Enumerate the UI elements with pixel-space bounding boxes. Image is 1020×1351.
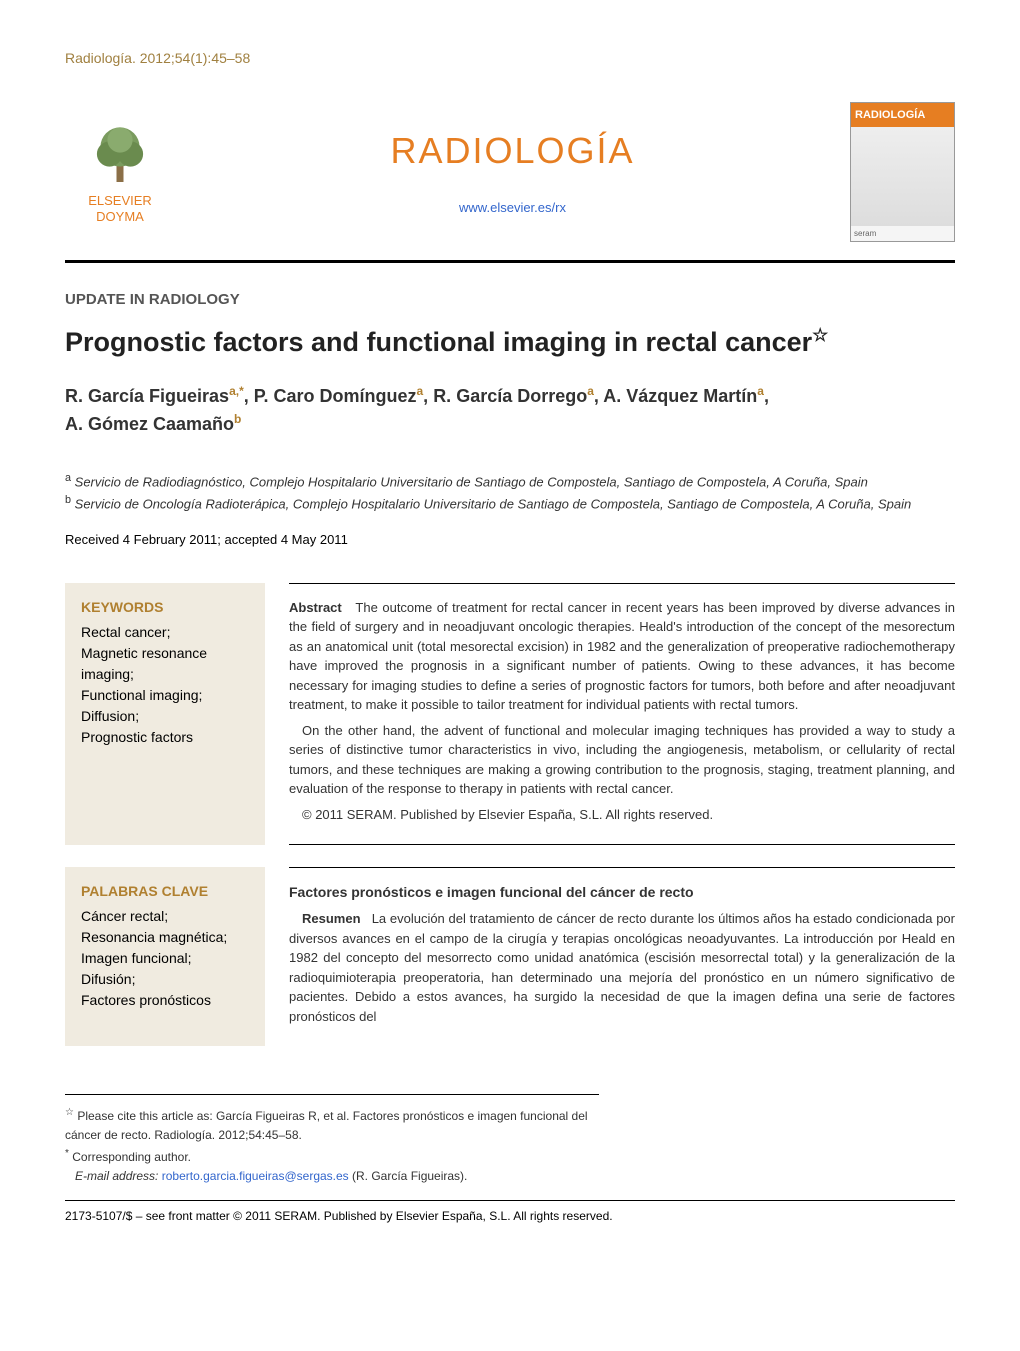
affiliation-a: a Servicio de Radiodiagnóstico, Complejo…	[65, 470, 955, 492]
footnotes-block: ☆ Please cite this article as: García Fi…	[65, 1094, 599, 1186]
cover-footer: seram	[851, 226, 954, 241]
abstract-copyright-en: © 2011 SERAM. Published by Elsevier Espa…	[289, 805, 955, 825]
journal-title: RADIOLOGÍA	[175, 130, 850, 172]
authors-list: R. García Figueirasa,*, P. Caro Domíngue…	[65, 382, 955, 438]
title-text: Prognostic factors and functional imagin…	[65, 327, 812, 357]
section-label: UPDATE IN RADIOLOGY	[65, 291, 955, 308]
keywords-list-es: Cáncer rectal;Resonancia magnética;Image…	[81, 906, 249, 1011]
article-title: Prognostic factors and functional imagin…	[65, 324, 955, 360]
cover-image-area	[851, 127, 954, 226]
front-matter-line: 2173-5107/$ – see front matter © 2011 SE…	[65, 1200, 955, 1223]
publisher-logo: ELSEVIER DOYMA	[65, 119, 175, 224]
cover-title: RADIOLOGÍA	[851, 103, 954, 127]
keywords-list-en: Rectal cancer;Magnetic resonance imaging…	[81, 622, 249, 748]
article-dates: Received 4 February 2011; accepted 4 May…	[65, 532, 955, 547]
abstract-spanish-text: Factores pronósticos e imagen funcional …	[289, 867, 955, 1046]
email-link[interactable]: roberto.garcia.figueiras@sergas.es	[162, 1169, 349, 1183]
journal-cover-thumbnail: RADIOLOGÍA seram	[850, 102, 955, 242]
keywords-english-box: KEYWORDS Rectal cancer;Magnetic resonanc…	[65, 583, 265, 846]
citation-header: Radiología. 2012;54(1):45–58	[65, 50, 955, 66]
journal-title-block: RADIOLOGÍA www.elsevier.es/rx	[175, 130, 850, 215]
abstract-para2-en: On the other hand, the advent of functio…	[289, 721, 955, 799]
affiliation-b: b Servicio de Oncología Radioterápica, C…	[65, 492, 955, 514]
elsevier-tree-icon	[85, 119, 155, 189]
title-footnote-star: ☆	[812, 325, 828, 345]
email-footnote: E-mail address: roberto.garcia.figueiras…	[65, 1167, 599, 1186]
author: R. García Dorregoa	[433, 386, 594, 406]
cite-footnote: ☆ Please cite this article as: García Fi…	[65, 1105, 599, 1145]
author: R. García Figueirasa,*	[65, 386, 244, 406]
abstract-english-text: Abstract The outcome of treatment for re…	[289, 583, 955, 846]
author: A. Vázquez Martína	[603, 386, 764, 406]
journal-banner: ELSEVIER DOYMA RADIOLOGÍA www.elsevier.e…	[65, 84, 955, 263]
abstract-spanish-block: PALABRAS CLAVE Cáncer rectal;Resonancia …	[65, 867, 955, 1046]
abstract-english-block: KEYWORDS Rectal cancer;Magnetic resonanc…	[65, 583, 955, 846]
keywords-heading-en: KEYWORDS	[81, 597, 249, 618]
abstract-para1-en: The outcome of treatment for rectal canc…	[289, 600, 955, 713]
author: A. Gómez Caamañob	[65, 414, 241, 434]
abstract-para1-es: La evolución del tratamiento de cáncer d…	[289, 911, 955, 1024]
keywords-spanish-box: PALABRAS CLAVE Cáncer rectal;Resonancia …	[65, 867, 265, 1046]
abstract-label-es: Resumen	[302, 911, 361, 926]
publisher-name: ELSEVIER DOYMA	[65, 193, 175, 224]
abstract-label-en: Abstract	[289, 600, 342, 615]
affiliations: a Servicio de Radiodiagnóstico, Complejo…	[65, 470, 955, 514]
keywords-heading-es: PALABRAS CLAVE	[81, 881, 249, 902]
corresponding-footnote: * Corresponding author.	[65, 1146, 599, 1167]
spanish-title: Factores pronósticos e imagen funcional …	[289, 882, 955, 903]
author: P. Caro Domíngueza	[254, 386, 423, 406]
journal-url-link[interactable]: www.elsevier.es/rx	[175, 200, 850, 215]
